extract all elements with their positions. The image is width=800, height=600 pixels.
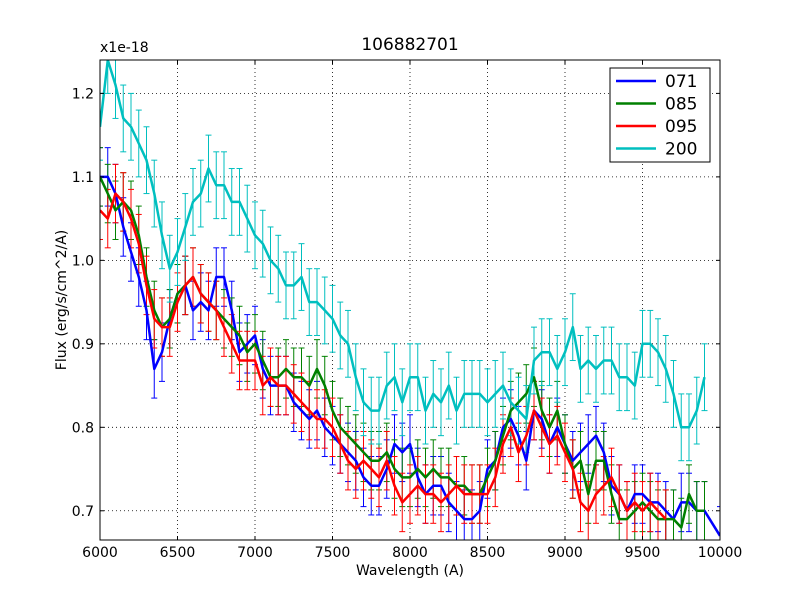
- y-tick-label: 0.7: [72, 504, 94, 520]
- x-tick-label: 6500: [160, 545, 196, 561]
- legend-label-085: 085: [665, 95, 697, 115]
- legend-label-071: 071: [665, 72, 697, 92]
- x-tick-label: 7500: [315, 545, 351, 561]
- chart-title: 106882701: [361, 35, 458, 55]
- x-tick-label: 9000: [547, 545, 583, 561]
- x-tick-label: 8000: [392, 545, 428, 561]
- x-tick-label: 7000: [237, 545, 273, 561]
- x-axis-title: Wavelength (A): [356, 563, 464, 579]
- x-tick-label: 10000: [698, 545, 743, 561]
- tick-layer: 6000 6500 7000 7500 8000 8500 9000 9500 10000 0.7…: [72, 60, 743, 561]
- legend-label-095: 095: [665, 117, 697, 137]
- series-layer: [100, 60, 720, 537]
- y-tick-label: 0.9: [72, 337, 94, 353]
- errorbar-layer: [100, 60, 720, 540]
- y-tick-label: 1.1: [72, 170, 94, 186]
- x-tick-label: 9500: [625, 545, 661, 561]
- y-tick-label: 1.2: [72, 86, 94, 102]
- y-tick-label: 0.8: [72, 420, 94, 436]
- series-line-200: [100, 60, 706, 429]
- x-tick-label: 6000: [82, 545, 118, 561]
- series-line-095: [100, 192, 667, 520]
- legend-box: [609, 67, 711, 163]
- x-tick-label: 8500: [470, 545, 506, 561]
- legend-label-200: 200: [665, 140, 697, 160]
- y-offset-label: x1e-18: [100, 40, 149, 56]
- y-axis-title: Flux (erg/s/cm^2/A): [54, 230, 70, 370]
- y-tick-label: 1.0: [72, 253, 94, 269]
